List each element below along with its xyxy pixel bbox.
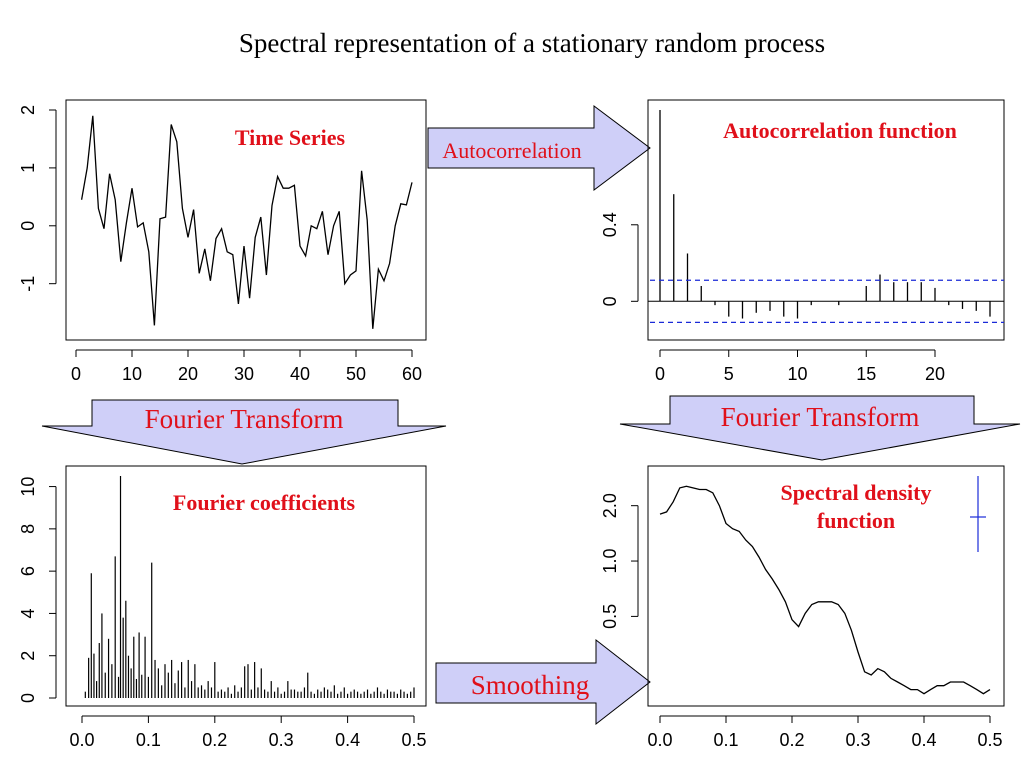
spectral-density-x-tick-label: 0.5	[977, 730, 1002, 750]
time-series-x-tick-label: 50	[346, 364, 366, 384]
fourier-transform-arrow-right: Fourier Transform	[619, 395, 1021, 461]
fourier-coefficients-x-tick-label: 0.0	[69, 730, 94, 750]
acf-x-tick-label: 5	[724, 364, 734, 384]
fourier-coefficients-chart: 0.0 0.1 0.2 0.3 0.4 0.5 0 2 4 6 8 10 Fourier coeffic…	[18, 465, 427, 750]
time-series-chart: 0 10 20 30 40 50 60 -1 0 1 2 Time Series	[18, 99, 427, 384]
fourier-coefficients-y-tick-label: 10	[18, 477, 38, 497]
spectral-density-x-tick-label: 0.3	[845, 730, 870, 750]
time-series-x-tick-label: 40	[290, 364, 310, 384]
acf-frame	[647, 99, 1005, 341]
spectral-density-line	[659, 485, 991, 695]
fourier-coefficients-frame	[65, 465, 427, 707]
autocorrelation-arrow-label: Autocorrelation	[442, 138, 581, 163]
fourier-coefficients-x-tick-label: 0.3	[269, 730, 294, 750]
fourier-transform-arrow-left: Fourier Transform	[41, 399, 447, 465]
spectral-density-chart: 0.0 0.1 0.2 0.3 0.4 0.5 0.5 1.0 2.0 Spectral dens…	[600, 465, 1005, 750]
autocorrelation-arrow: Autocorrelation	[427, 105, 651, 191]
spectral-density-frame	[647, 465, 1005, 707]
smoothing-arrow-label: Smoothing	[471, 670, 590, 700]
time-series-x-tick-label: 20	[178, 364, 198, 384]
spectral-density-x-tick-label: 0.2	[779, 730, 804, 750]
time-series-x-tick-label: 10	[122, 364, 142, 384]
acf-y-tick-label: 0.4	[600, 212, 620, 237]
page-title: Spectral representation of a stationary …	[238, 28, 826, 58]
spectral-density-annotation: Spectral density	[781, 480, 932, 505]
time-series-annotation: Time Series	[235, 125, 346, 150]
spectral-density-x-tick-label: 0.4	[911, 730, 936, 750]
fourier-coefficients-x-tick-label: 0.1	[136, 730, 161, 750]
acf-y-tick-label: 0	[600, 296, 620, 306]
time-series-x-tick-label: 60	[402, 364, 422, 384]
fourier-transform-label-right: Fourier Transform	[721, 402, 920, 432]
fourier-coefficients-y-tick-label: 8	[18, 524, 38, 534]
spectral-density-y-tick-label: 2.0	[600, 493, 620, 518]
acf-chart: 0 5 10 15 20 0 0.4 Autocorrelation function	[600, 99, 1005, 384]
fourier-coefficients-y-tick-label: 2	[18, 651, 38, 661]
time-series-x-tick-label: 30	[234, 364, 254, 384]
fourier-transform-label-left: Fourier Transform	[145, 404, 344, 434]
time-series-y-tick-label: -1	[18, 276, 38, 292]
spectral-density-annotation: function	[817, 508, 895, 533]
fourier-coefficients-x-tick-label: 0.5	[401, 730, 426, 750]
acf-x-tick-label: 0	[655, 364, 665, 384]
fourier-coefficients-y-tick-label: 4	[18, 608, 38, 618]
acf-x-tick-label: 20	[925, 364, 945, 384]
acf-x-tick-label: 10	[787, 364, 807, 384]
spectral-density-x-tick-label: 0.0	[647, 730, 672, 750]
fourier-coefficients-x-tick-label: 0.4	[335, 730, 360, 750]
time-series-frame	[65, 99, 427, 341]
spectral-density-y-tick-label: 0.5	[600, 604, 620, 629]
fourier-coefficients-y-tick-label: 0	[18, 693, 38, 703]
acf-annotation: Autocorrelation function	[723, 118, 957, 143]
time-series-y-tick-label: 1	[18, 163, 38, 173]
time-series-y-tick-label: 2	[18, 105, 38, 115]
acf-x-tick-label: 15	[856, 364, 876, 384]
time-series-line	[80, 115, 413, 329]
fourier-coefficients-x-tick-label: 0.2	[202, 730, 227, 750]
time-series-y-tick-label: 0	[18, 221, 38, 231]
fourier-coefficients-annotation: Fourier coefficients	[173, 490, 356, 515]
fourier-coefficients-y-tick-label: 6	[18, 566, 38, 576]
time-series-x-tick-label: 0	[71, 364, 81, 384]
spectral-density-x-tick-label: 0.1	[713, 730, 738, 750]
smoothing-arrow: Smoothing	[435, 638, 651, 726]
spectral-density-y-tick-label: 1.0	[600, 549, 620, 574]
